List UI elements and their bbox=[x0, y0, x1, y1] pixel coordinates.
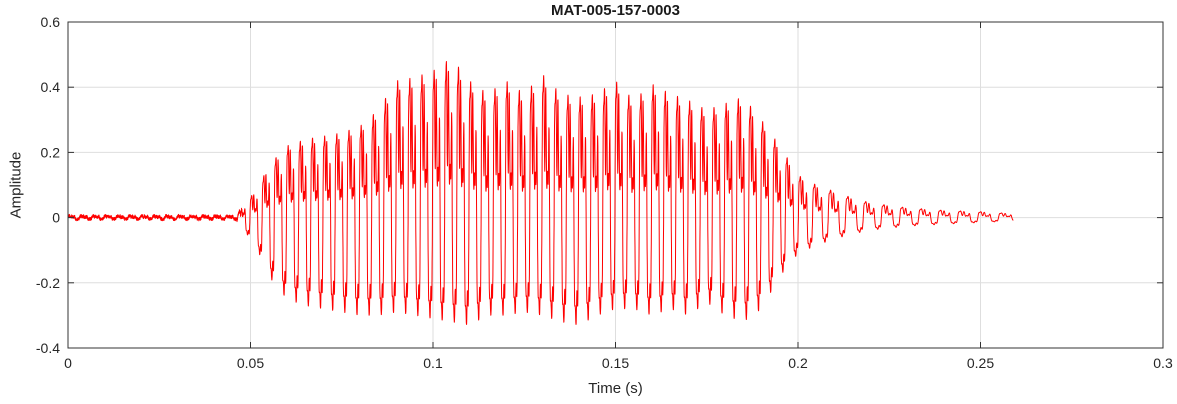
waveform-line bbox=[67, 61, 1014, 325]
y-tick-label: 0.2 bbox=[41, 144, 61, 160]
y-tick-label: 0.6 bbox=[41, 14, 61, 30]
x-tick-label: 0.25 bbox=[967, 355, 994, 371]
y-tick-label: -0.4 bbox=[36, 340, 60, 356]
x-tick-label: 0.05 bbox=[237, 355, 264, 371]
x-tick-label: 0.3 bbox=[1153, 355, 1173, 371]
x-tick-label: 0.1 bbox=[423, 355, 443, 371]
x-tick-label: 0.2 bbox=[788, 355, 808, 371]
x-tick-label: 0 bbox=[64, 355, 72, 371]
x-axis-label: Time (s) bbox=[588, 380, 643, 397]
y-tick-label: -0.2 bbox=[36, 275, 60, 291]
y-axis-label: Amplitude bbox=[7, 151, 25, 219]
x-tick-label: 0.15 bbox=[602, 355, 629, 371]
y-tick-label: 0.4 bbox=[41, 79, 61, 95]
y-tick-label: 0 bbox=[52, 210, 60, 226]
chart-title: MAT-005-157-0003 bbox=[551, 2, 680, 19]
